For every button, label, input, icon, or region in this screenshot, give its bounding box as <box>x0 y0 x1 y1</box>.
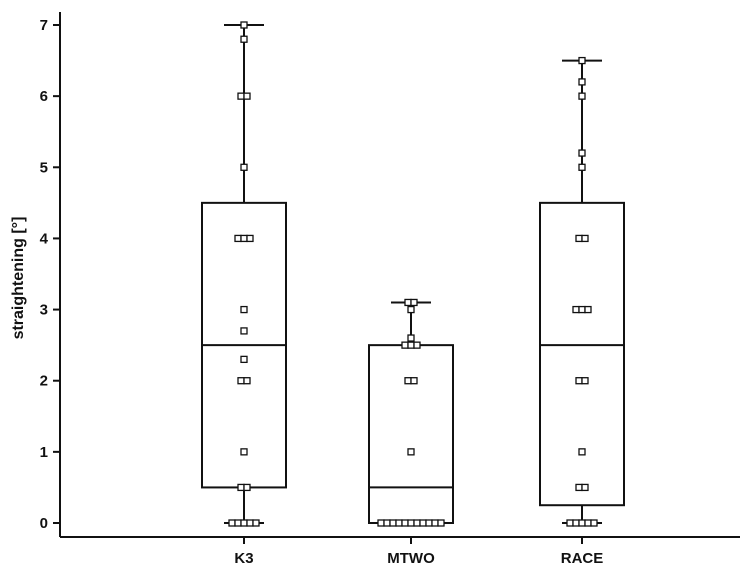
data-point <box>408 342 414 348</box>
data-point <box>579 164 585 170</box>
data-point <box>241 449 247 455</box>
data-point <box>408 335 414 341</box>
data-point <box>238 93 244 99</box>
data-point <box>390 520 396 526</box>
box-group-k3 <box>202 22 286 526</box>
x-axis: K3 MTWO RACE <box>60 537 740 565</box>
y-tick-label: 4 <box>40 230 49 247</box>
data-point <box>241 164 247 170</box>
data-point <box>573 307 579 313</box>
data-point <box>576 235 582 241</box>
data-point <box>241 235 247 241</box>
data-point <box>579 150 585 156</box>
box-group-race <box>540 58 624 526</box>
data-point <box>582 484 588 490</box>
data-point <box>241 356 247 362</box>
data-point <box>408 449 414 455</box>
data-point <box>411 378 417 384</box>
y-tick-label: 5 <box>40 159 48 176</box>
data-point <box>579 58 585 64</box>
iqr-box <box>540 203 624 505</box>
data-point <box>414 342 420 348</box>
data-point <box>244 93 250 99</box>
y-axis-title: straightening [°] <box>10 217 27 340</box>
data-point <box>235 520 241 526</box>
data-point <box>241 22 247 28</box>
data-point <box>582 235 588 241</box>
data-point <box>402 520 408 526</box>
data-point <box>241 328 247 334</box>
data-point <box>238 484 244 490</box>
x-tick-label: K3 <box>234 550 253 565</box>
x-tick-label: MTWO <box>387 550 435 565</box>
data-point <box>579 93 585 99</box>
data-point <box>579 79 585 85</box>
data-point <box>579 307 585 313</box>
data-point <box>585 520 591 526</box>
data-point <box>420 520 426 526</box>
data-point <box>247 235 253 241</box>
data-point <box>241 307 247 313</box>
data-point <box>573 520 579 526</box>
y-tick-label: 0 <box>40 515 48 532</box>
data-point <box>408 520 414 526</box>
data-point <box>405 378 411 384</box>
data-point <box>579 449 585 455</box>
y-axis: 0 1 2 3 4 5 6 7 <box>40 12 60 537</box>
iqr-box <box>369 345 453 523</box>
data-point <box>244 378 250 384</box>
data-point <box>585 307 591 313</box>
data-point <box>229 520 235 526</box>
y-tick-label: 3 <box>40 302 48 319</box>
data-point <box>579 520 585 526</box>
data-point <box>378 520 384 526</box>
data-point <box>244 484 250 490</box>
data-point <box>235 235 241 241</box>
data-point <box>414 520 420 526</box>
y-tick-label: 2 <box>40 373 48 390</box>
data-point <box>241 36 247 42</box>
data-point <box>253 520 259 526</box>
data-point <box>405 299 411 305</box>
data-point <box>438 520 444 526</box>
data-point <box>432 520 438 526</box>
data-point <box>238 378 244 384</box>
data-point <box>582 378 588 384</box>
box-group-mtwo <box>369 299 453 526</box>
data-point <box>396 520 402 526</box>
data-point <box>408 307 414 313</box>
data-point <box>402 342 408 348</box>
data-point <box>247 520 253 526</box>
y-tick-label: 1 <box>40 444 48 461</box>
data-point <box>384 520 390 526</box>
data-point <box>576 484 582 490</box>
data-point <box>241 520 247 526</box>
data-point <box>411 299 417 305</box>
data-point <box>591 520 597 526</box>
x-tick-label: RACE <box>561 550 604 565</box>
data-point <box>567 520 573 526</box>
data-point <box>576 378 582 384</box>
y-tick-label: 7 <box>40 17 48 34</box>
data-point <box>426 520 432 526</box>
y-tick-label: 6 <box>40 88 48 105</box>
